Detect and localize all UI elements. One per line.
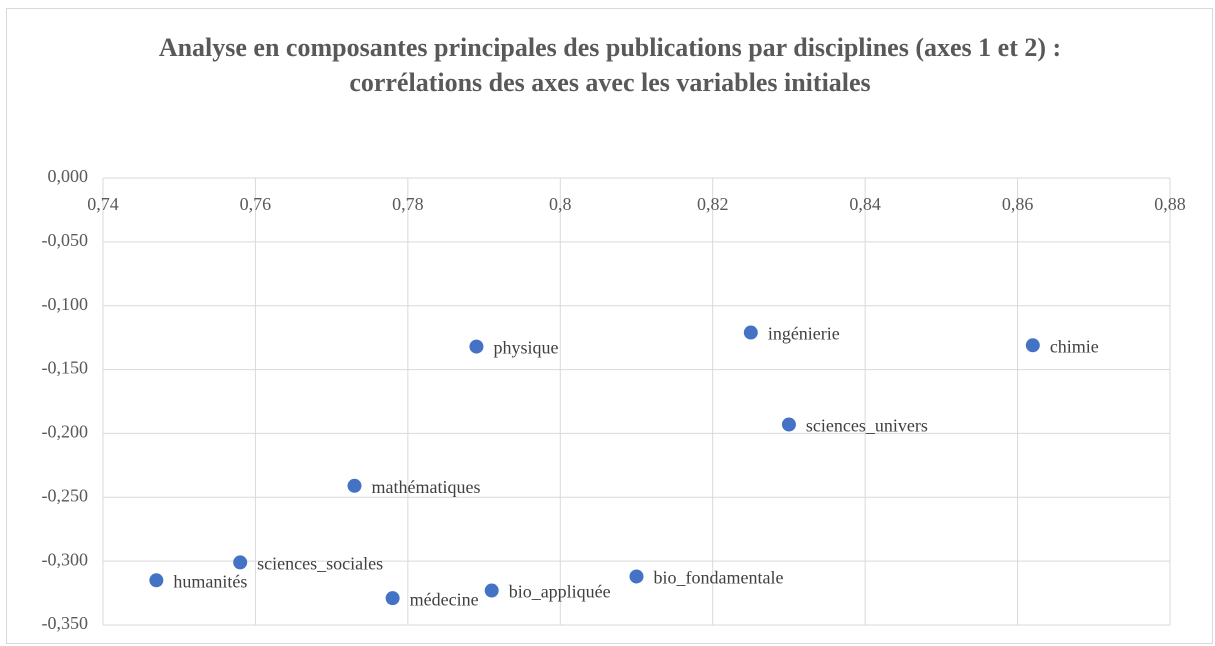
x-tick-label: 0,86 <box>1002 194 1034 214</box>
x-tick-label: 0,8 <box>549 194 572 214</box>
y-tick-label: 0,000 <box>48 166 89 186</box>
y-tick-label: -0,150 <box>42 358 89 378</box>
chart-frame <box>6 8 1213 644</box>
y-tick-label: -0,300 <box>42 549 89 569</box>
point <box>469 339 484 354</box>
y-tick-label: -0,200 <box>42 422 89 442</box>
point-label: chimie <box>1050 336 1099 356</box>
point <box>385 591 400 606</box>
point <box>233 555 248 570</box>
point-label: sciences_sociales <box>257 554 383 574</box>
point <box>781 417 796 432</box>
point <box>743 325 758 340</box>
chart-title: Analyse en composantes principales des p… <box>158 33 1062 97</box>
point <box>484 583 499 598</box>
point-label: médecine <box>410 589 479 609</box>
point-label: bio_appliquée <box>509 582 611 602</box>
y-tick-label: -0,250 <box>42 485 89 505</box>
point <box>149 573 164 588</box>
point <box>629 569 644 584</box>
x-tick-label: 0,82 <box>697 194 729 214</box>
point-label: sciences_univers <box>806 416 928 436</box>
point-label: mathématiques <box>372 477 481 497</box>
y-tick-label: -0,100 <box>42 294 89 314</box>
y-tick-label: -0,050 <box>42 230 89 250</box>
x-tick-label: 0,76 <box>240 194 272 214</box>
x-tick-label: 0,74 <box>87 194 119 214</box>
point-label: humanités <box>173 571 247 591</box>
point <box>347 478 362 493</box>
x-tick-label: 0,84 <box>849 194 881 214</box>
point-label: bio_fondamentale <box>654 568 784 588</box>
x-tick-label: 0,78 <box>392 194 424 214</box>
point-label: physique <box>493 338 558 358</box>
point-label: ingénierie <box>768 324 840 344</box>
x-tick-label: 0,88 <box>1154 194 1186 214</box>
point <box>1025 338 1040 353</box>
y-tick-label: -0,350 <box>42 613 89 633</box>
